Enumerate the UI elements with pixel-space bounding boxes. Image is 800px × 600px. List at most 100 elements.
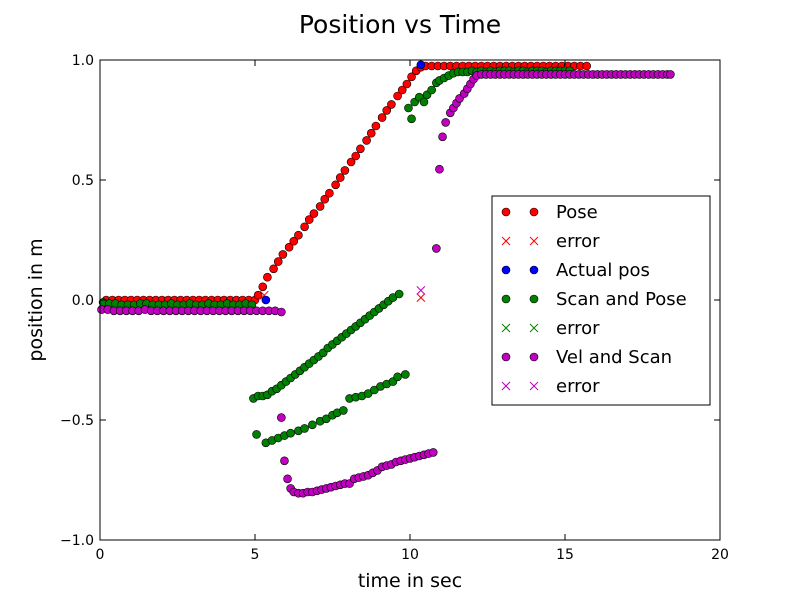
data-point <box>427 85 437 95</box>
legend-entry: error <box>501 231 600 252</box>
data-point <box>261 295 271 305</box>
data-point <box>304 215 314 224</box>
data-point <box>441 118 450 127</box>
data-point-stroke-b <box>259 290 269 300</box>
legend-marker <box>501 323 511 333</box>
data-point <box>346 157 356 167</box>
data-point <box>269 264 278 274</box>
data-point <box>286 428 295 438</box>
data-point <box>402 79 412 89</box>
data-point <box>277 413 286 422</box>
data-point <box>280 456 289 466</box>
legend-marker-stroke-b <box>501 323 511 333</box>
data-point <box>419 97 429 107</box>
data-point <box>387 100 396 109</box>
data-point <box>284 242 294 252</box>
data-point <box>300 424 309 433</box>
data-points <box>97 60 675 498</box>
data-point <box>401 370 410 379</box>
legend-marker <box>501 352 511 362</box>
data-point <box>273 257 283 266</box>
data-point <box>382 106 392 115</box>
x-tick-label: 15 <box>556 547 574 563</box>
x-tick-label: 10 <box>401 547 419 563</box>
legend-box <box>491 195 711 406</box>
data-point <box>407 114 416 124</box>
data-point <box>309 209 319 218</box>
x-tick-label: 0 <box>96 547 105 563</box>
data-point-stroke-b <box>416 293 426 302</box>
data-point <box>308 420 317 430</box>
data-point <box>416 60 426 70</box>
legend-marker <box>501 265 511 275</box>
data-point <box>263 272 272 282</box>
data-point <box>393 372 402 382</box>
data-point <box>435 164 444 174</box>
legend-marker <box>501 236 511 246</box>
legend-marker <box>501 207 511 217</box>
data-point <box>294 230 303 240</box>
legend-marker <box>529 323 539 333</box>
legend-entry: Pose <box>501 202 598 223</box>
data-point <box>366 128 376 138</box>
data-point <box>339 406 348 415</box>
legend-entry: error <box>501 376 600 397</box>
y-tick-label: 0.0 <box>72 293 94 309</box>
data-point <box>666 70 675 79</box>
data-point <box>300 222 309 232</box>
data-point <box>582 61 592 71</box>
legend-label: error <box>556 376 600 397</box>
legend-marker <box>529 265 539 275</box>
y-axis-label: position in m <box>25 238 47 361</box>
data-point <box>432 244 441 253</box>
data-point <box>428 448 438 457</box>
data-point <box>407 72 416 82</box>
legend-entry: Actual pos <box>501 260 650 281</box>
y-tick-label: −0.5 <box>60 413 94 429</box>
data-point <box>393 91 402 101</box>
data-point <box>351 151 361 161</box>
legend: Pose error Actual pos Scan and Pose error Vel… <box>491 195 711 406</box>
legend-marker <box>501 381 511 391</box>
data-point <box>252 430 261 439</box>
data-point <box>278 250 288 259</box>
series-6 <box>416 286 426 295</box>
data-point-stroke-b <box>416 286 426 295</box>
data-point <box>394 289 404 299</box>
data-point <box>335 173 345 182</box>
data-point <box>325 188 334 198</box>
data-point <box>404 103 413 113</box>
y-tick-label: 0.5 <box>72 173 94 189</box>
legend-marker-stroke-b <box>501 381 511 391</box>
y-tick-label: −1.0 <box>60 533 94 549</box>
data-point <box>362 136 371 145</box>
data-point <box>320 194 330 204</box>
axis-ticks: 0 5 10 15 20 1.0 0.5 0.0 −0.5 −1.0 <box>60 53 729 563</box>
data-point <box>283 474 292 484</box>
x-axis-label: time in sec <box>358 570 462 592</box>
legend-marker <box>501 294 511 304</box>
legend-marker <box>529 236 539 246</box>
legend-marker-stroke-b <box>529 236 539 246</box>
data-point <box>438 132 447 142</box>
legend-label: Pose <box>556 202 598 223</box>
data-point <box>277 307 286 317</box>
chart-title: Position vs Time <box>299 10 501 39</box>
data-point <box>416 286 426 295</box>
data-point <box>397 85 407 95</box>
data-point <box>331 180 340 190</box>
x-tick-label: 20 <box>711 547 729 563</box>
legend-marker <box>529 207 539 217</box>
data-point <box>416 293 426 302</box>
data-point <box>340 166 350 175</box>
series-2 <box>261 60 426 305</box>
legend-label: Actual pos <box>556 260 650 281</box>
data-point <box>356 144 365 154</box>
legend-marker <box>529 294 539 304</box>
legend-marker <box>529 352 539 362</box>
data-point <box>258 282 268 292</box>
legend-label: error <box>556 231 600 252</box>
legend-label: Scan and Pose <box>556 289 687 310</box>
legend-label: error <box>556 318 600 339</box>
legend-marker-stroke-b <box>529 323 539 333</box>
